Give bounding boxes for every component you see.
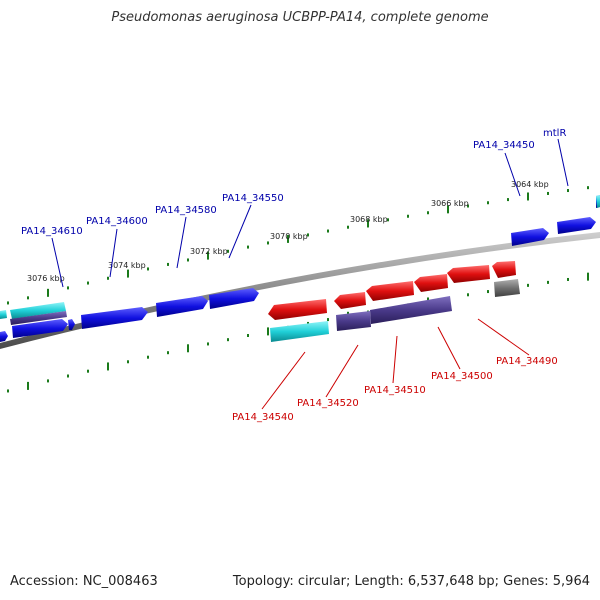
gene-arrow[interactable] <box>156 296 208 317</box>
cyan-feature[interactable] <box>10 302 66 319</box>
purple-feature[interactable] <box>336 311 371 331</box>
forward-features <box>0 195 600 325</box>
kbp-label: 3076 kbp <box>27 274 65 283</box>
kbp-scale-labels: 3064 kbp 3066 kbp 3068 kbp 3070 kbp 3072… <box>27 180 549 283</box>
gene-label[interactable]: PA14_34450 <box>473 140 535 151</box>
genome-title: Pseudomonas aeruginosa UCBPP-PA14, compl… <box>111 10 489 25</box>
forward-genes <box>0 195 600 342</box>
purple-feature[interactable] <box>370 296 452 324</box>
gene-label[interactable]: PA14_34610 <box>21 226 83 237</box>
gene-arrow[interactable] <box>447 265 490 283</box>
genome-backbone <box>0 232 600 349</box>
gene-label[interactable]: PA14_34490 <box>496 356 558 367</box>
cyan-feature[interactable] <box>0 310 7 319</box>
forward-tick-ring <box>7 186 589 305</box>
reverse-gene-labels: PA14_34490 PA14_34500 PA14_34510 PA14_34… <box>232 356 558 423</box>
label-leader-lines <box>51 138 569 410</box>
gene-arrow[interactable] <box>366 281 414 301</box>
gene-label[interactable]: mtlR <box>543 128 566 139</box>
gene-arrow[interactable] <box>557 217 596 234</box>
gene-label[interactable]: PA14_34520 <box>297 398 359 409</box>
gene-arrow[interactable] <box>81 307 148 329</box>
forward-gene-labels: mtlR PA14_34450 PA14_34550 PA14_34580 PA… <box>21 128 566 237</box>
gene-label[interactable]: PA14_34540 <box>232 412 294 423</box>
gene-label[interactable]: PA14_34600 <box>86 216 148 227</box>
kbp-label: 3072 kbp <box>190 247 228 256</box>
kbp-label: 3066 kbp <box>431 199 469 208</box>
gene-arrow[interactable] <box>268 299 327 320</box>
gene-arrow[interactable] <box>334 292 366 309</box>
gene-label[interactable]: PA14_34500 <box>431 371 493 382</box>
reverse-features <box>270 279 520 342</box>
kbp-label: 3070 kbp <box>270 232 308 241</box>
gene-arrow[interactable] <box>12 319 68 338</box>
cyan-feature[interactable] <box>270 321 329 342</box>
gene-label[interactable]: PA14_34550 <box>222 193 284 204</box>
accession-text: Accession: NC_008463 <box>10 574 158 589</box>
purple-feature[interactable] <box>10 311 67 325</box>
gene-arrow[interactable] <box>511 228 549 246</box>
reverse-genes <box>268 261 516 320</box>
gene-label[interactable]: PA14_34510 <box>364 385 426 396</box>
gene-arrow[interactable] <box>492 261 516 278</box>
gene-arrow[interactable] <box>0 331 8 342</box>
kbp-label: 3064 kbp <box>511 180 549 189</box>
gene-arrow[interactable] <box>68 319 75 330</box>
kbp-label: 3074 kbp <box>108 261 146 270</box>
cyan-feature[interactable] <box>596 195 600 208</box>
gene-arrow[interactable] <box>414 274 448 292</box>
kbp-label: 3068 kbp <box>350 215 388 224</box>
genome-summary-text: Topology: circular; Length: 6,537,648 bp… <box>232 574 590 589</box>
gene-arrow[interactable] <box>209 288 259 309</box>
grey-feature[interactable] <box>494 279 520 297</box>
gene-label[interactable]: PA14_34580 <box>155 205 217 216</box>
